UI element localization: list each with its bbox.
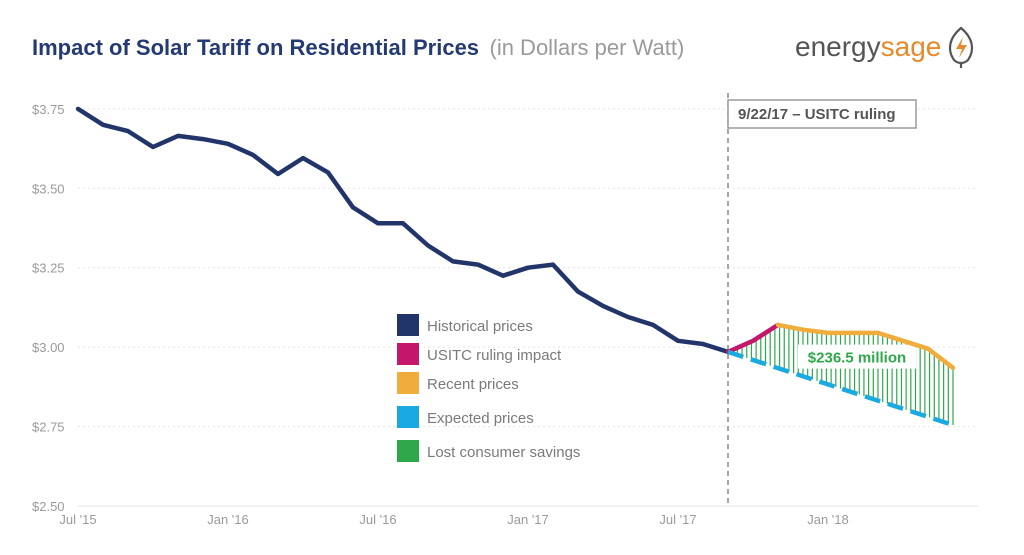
title-subtitle: (in Dollars per Watt) xyxy=(490,35,685,60)
savings-label-bg xyxy=(798,344,916,369)
y-tick-label: $2.75 xyxy=(32,420,65,435)
y-tick-label: $3.75 xyxy=(32,102,65,117)
legend-item: Historical prices xyxy=(397,314,533,336)
ruling-label: 9/22/17 – USITC ruling xyxy=(738,106,896,123)
legend-swatch xyxy=(397,343,419,365)
series-line-historical-prices xyxy=(75,106,731,355)
series-line-usitc-ruling-impact xyxy=(725,322,781,355)
legend-item: USITC ruling impact xyxy=(397,343,562,365)
x-tick-label: Jan '16 xyxy=(207,512,249,527)
x-tick-label: Jul '17 xyxy=(659,512,696,527)
series-lines xyxy=(75,106,956,428)
leaf-lightning-icon xyxy=(948,26,974,68)
logo-text-energy: energy xyxy=(795,31,881,62)
x-tick-label: Jan '18 xyxy=(807,512,849,527)
logo-text-sage: sage xyxy=(881,31,942,62)
svg-text:energysage: energysage xyxy=(795,31,941,62)
savings-amount-label: $236.5 million xyxy=(808,350,906,367)
legend-item: Recent prices xyxy=(397,372,519,394)
y-tick-label: $2.50 xyxy=(32,499,65,514)
series-line-recent-prices xyxy=(775,322,956,371)
legend: Historical prices USITC ruling impact Rece… xyxy=(397,314,580,462)
x-tick-label: Jan '17 xyxy=(507,512,549,527)
legend-label: Historical prices xyxy=(427,318,533,335)
legend-swatch xyxy=(397,440,419,462)
legend-swatch xyxy=(397,314,419,336)
y-tick-label: $3.50 xyxy=(32,181,65,196)
x-tick-label: Jul '16 xyxy=(359,512,396,527)
ruling-label-box xyxy=(727,99,917,129)
chart-title: Impact of Solar Tariff on Residential Pr… xyxy=(32,35,684,60)
y-tick-label: $3.00 xyxy=(32,340,65,355)
y-tick-label: $3.25 xyxy=(32,261,65,276)
legend-label: Expected prices xyxy=(427,410,534,427)
legend-item: Expected prices xyxy=(397,406,534,428)
legend-swatch xyxy=(397,372,419,394)
legend-label: USITC ruling impact xyxy=(427,347,562,364)
legend-item: Lost consumer savings xyxy=(397,440,580,462)
annotations: 9/22/17 – USITC ruling $236.5 million xyxy=(727,93,917,506)
legend-label: Lost consumer savings xyxy=(427,444,580,461)
y-axis-ticks: $2.50 $2.75 $3.00 $3.25 $3.50 $3.75 xyxy=(32,102,65,514)
lost-savings-hatch xyxy=(732,325,954,425)
title-main: Impact of Solar Tariff on Residential Pr… xyxy=(32,35,479,60)
x-tick-label: Jul '15 xyxy=(59,512,96,527)
energysage-logo: energysage xyxy=(795,26,974,68)
series-line-expected-prices xyxy=(727,349,954,428)
legend-label: Recent prices xyxy=(427,376,519,393)
x-axis-ticks: Jul '15 Jan '16 Jul '16 Jan '17 Jul '17 Jan '… xyxy=(59,512,848,527)
legend-swatch xyxy=(397,406,419,428)
